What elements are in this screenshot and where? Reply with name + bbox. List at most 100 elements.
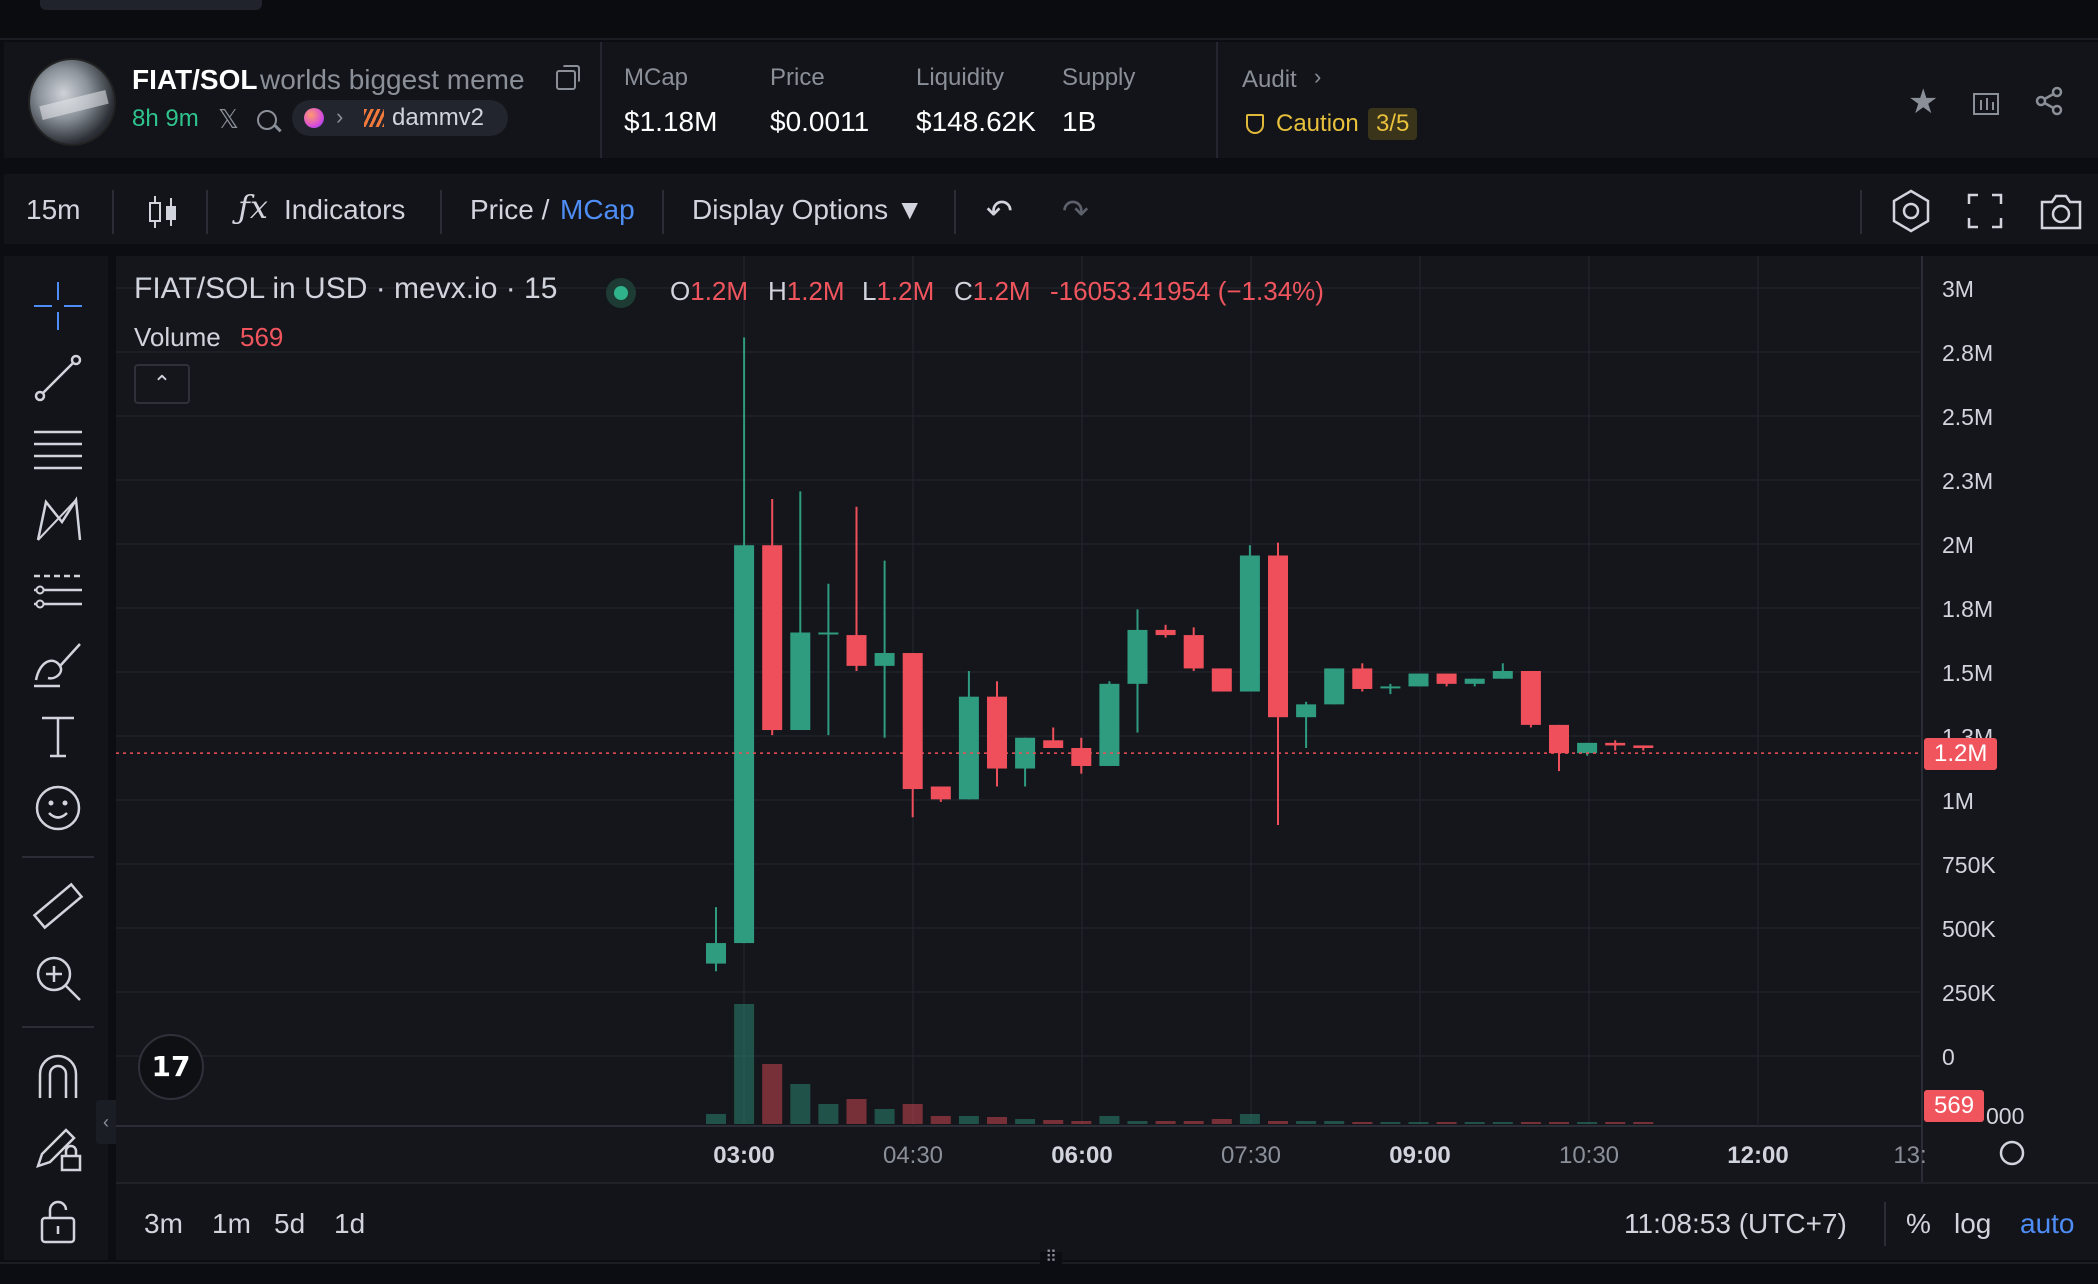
time-axis-settings-icon [1999, 1140, 2025, 1166]
range-3m[interactable]: 3m [144, 1208, 183, 1239]
volume-bar [1492, 1122, 1513, 1124]
magnet-icon[interactable] [30, 1048, 86, 1104]
timezone-clock[interactable]: 11:08:53 (UTC+7) [1624, 1208, 1847, 1239]
log-scale-toggle[interactable]: log [1954, 1208, 1992, 1239]
lock-icon[interactable] [30, 1192, 86, 1248]
range-1d[interactable]: 1d [334, 1208, 366, 1239]
legend-low: L1.2M [862, 276, 935, 306]
pair-description: worlds biggest meme [260, 64, 525, 95]
timeframe-selector[interactable]: 15m [26, 194, 81, 225]
percent-scale-toggle[interactable]: % [1906, 1208, 1931, 1239]
search-icon[interactable] [257, 110, 277, 130]
trend-line-icon[interactable] [30, 350, 86, 406]
tradingview-logo[interactable]: 17 [138, 1034, 204, 1100]
volume-bar [958, 1116, 979, 1124]
collapse-sidebar-button[interactable]: ‹ [96, 1100, 116, 1144]
chain-icon [304, 108, 324, 128]
indicators-button[interactable]: Indicators [284, 194, 406, 225]
redo-icon[interactable]: ↷ [1062, 193, 1089, 229]
candle-body [1211, 668, 1232, 692]
pattern-icon[interactable] [30, 492, 86, 548]
volume-bar [1633, 1122, 1654, 1124]
collapse-legend-button[interactable]: ⌃ [134, 364, 190, 404]
share-icon[interactable] [2034, 86, 2064, 116]
y-tick-label: 2.8M [1942, 340, 1993, 366]
star-icon[interactable]: ★ [1908, 83, 1939, 121]
header-divider [600, 42, 602, 158]
auto-scale-toggle[interactable]: auto [2020, 1208, 2075, 1239]
fullscreen-icon[interactable] [1966, 192, 2004, 230]
price-axis-bg [1922, 256, 2098, 1182]
zoom-in-icon[interactable] [30, 950, 86, 1006]
copy-icon[interactable] [556, 65, 580, 90]
volume-bar [1099, 1116, 1120, 1124]
y-tick-label: 2M [1942, 532, 1974, 558]
volume-bar [1380, 1122, 1401, 1124]
header-divider [1216, 42, 1218, 158]
volume-bar [818, 1104, 839, 1124]
candle-body [1015, 737, 1036, 769]
top-tab-pill[interactable] [40, 0, 262, 10]
candlestick-type-icon[interactable] [146, 194, 180, 230]
brush-icon[interactable] [30, 636, 86, 692]
chart-add-icon[interactable] [1972, 88, 2000, 116]
crosshair-icon[interactable] [30, 278, 86, 334]
audit-link[interactable]: Audit [1242, 66, 1297, 93]
range-5d[interactable]: 5d [274, 1208, 306, 1239]
candle-body [846, 635, 867, 666]
caution-score-badge: 3/5 [1368, 108, 1418, 140]
candle-body [1520, 671, 1541, 725]
volume-bar [762, 1064, 783, 1124]
volume-bar [1549, 1122, 1569, 1124]
current-volume-badge: 569 [1924, 1090, 1985, 1122]
dex-name: dammv2 [392, 104, 485, 131]
stat-liquidity: Liquidity $148.62K [916, 64, 1036, 137]
volume-bar [874, 1109, 895, 1124]
fib-levels-icon[interactable] [30, 564, 86, 620]
candle-body [930, 786, 951, 800]
legend-high: H1.2M [768, 276, 845, 306]
text-tool-icon[interactable] [30, 708, 86, 764]
x-social-icon[interactable]: 𝕏 [218, 104, 239, 134]
price-chart[interactable]: 3M2.8M2.5M2.3M2M1.8M1.5M1.3M1M750K500K25… [116, 256, 2098, 1182]
x-tick-label: 04:30 [883, 1142, 943, 1169]
camera-icon[interactable] [2038, 190, 2084, 232]
price-toggle[interactable]: Price / [470, 194, 550, 225]
volume-bar [790, 1084, 811, 1124]
display-options-dropdown[interactable]: Display Options ▼ [692, 194, 924, 225]
candle-body [1464, 678, 1485, 684]
resize-grip-icon[interactable]: ⠿ [1040, 1250, 1062, 1266]
candle-body [734, 545, 755, 944]
ruler-icon[interactable] [30, 878, 86, 934]
chart-bottom-bar: 3m 1m 5d 1d 11:08:53 (UTC+7) % log auto [116, 1182, 2098, 1260]
y-tick-label: 3M [1942, 276, 1974, 302]
dex-badge[interactable]: › dammv2 [292, 100, 508, 136]
emoji-icon[interactable] [30, 780, 86, 836]
range-1m[interactable]: 1m [212, 1208, 251, 1239]
chart-area[interactable]: 3M 2.8M 2.5M 2.3M 2M 1.8M 1.5M 1.3M 1M 750K 500K 25… [116, 256, 2098, 1260]
volume-label: Volume [134, 322, 221, 352]
candle-body [1380, 686, 1401, 689]
y-tick-label: 0 [1942, 1044, 1955, 1070]
undo-icon[interactable]: ↶ [986, 193, 1013, 229]
y-tick-label: 1.5M [1942, 660, 1993, 686]
edit-lock-icon[interactable] [30, 1120, 86, 1176]
candle-body [1352, 668, 1373, 689]
chevron-right-icon: › [336, 104, 344, 129]
legend-close: C1.2M [954, 276, 1031, 306]
volume-bar [1015, 1119, 1036, 1124]
mcap-toggle[interactable]: MCap [560, 194, 635, 225]
indicators-icon[interactable]: ƒx [238, 188, 268, 226]
candle-body [1577, 742, 1598, 754]
candle-body [1155, 629, 1176, 636]
legend-change: -16053.41954 (−1.34%) [1050, 276, 1324, 306]
token-header: FIAT/SOL worlds biggest meme 8h 9m 𝕏 › d… [4, 42, 2098, 166]
volume-bar [1071, 1121, 1092, 1124]
settings-icon[interactable] [1888, 188, 1934, 234]
candle-body [1099, 683, 1120, 766]
candle-body [1071, 748, 1092, 766]
horizontal-lines-icon[interactable] [30, 420, 86, 476]
chevron-right-icon[interactable]: › [1314, 64, 1322, 89]
x-tick-label: 13: [1893, 1142, 1926, 1169]
candle-body [1296, 704, 1317, 718]
